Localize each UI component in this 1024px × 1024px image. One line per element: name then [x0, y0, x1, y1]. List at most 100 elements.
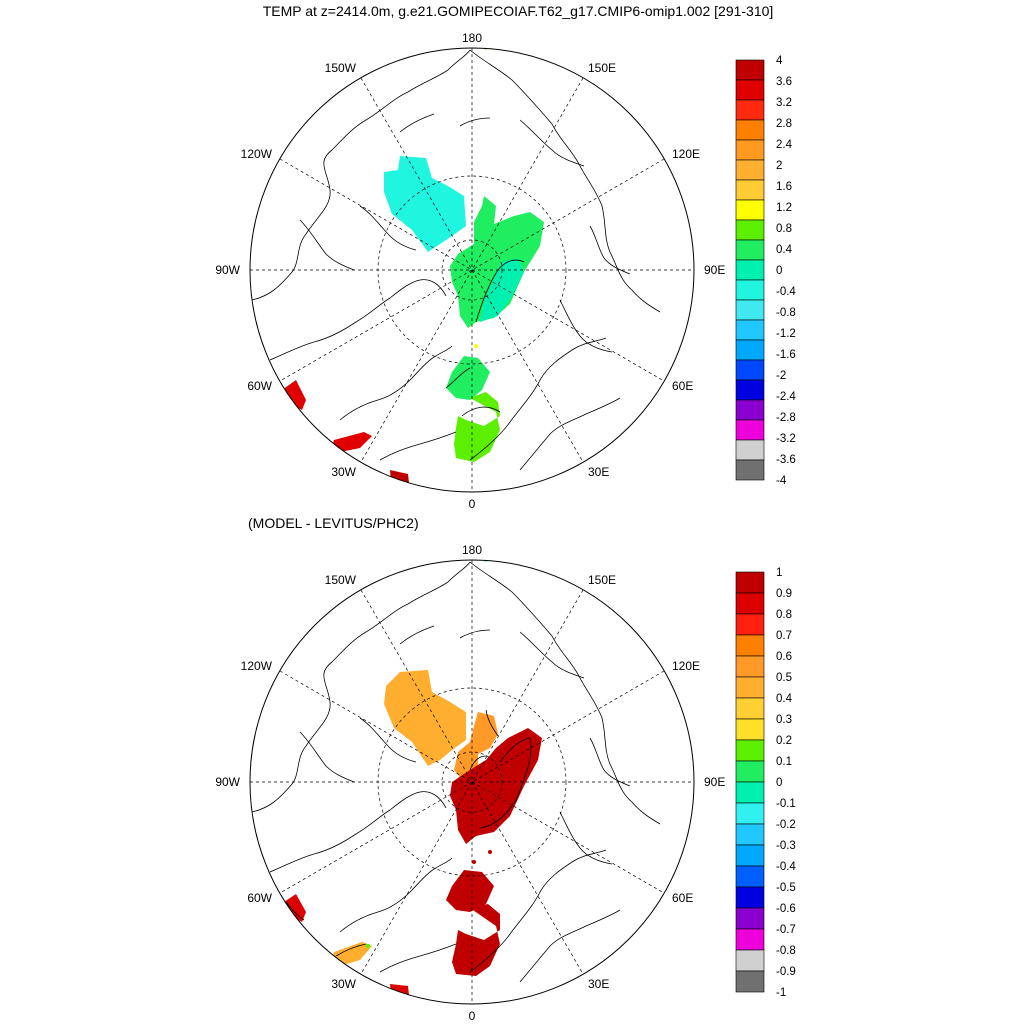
bottom-region-labrador-sea [284, 894, 306, 922]
colorbar-0-swatch-19 [735, 439, 765, 461]
bottom-lon-90e: 90E [704, 775, 725, 789]
top-region-eurasian-basin-core [480, 258, 524, 322]
bottom-lon-60e: 60E [672, 891, 693, 905]
colorbar-1-swatch-11 [735, 802, 765, 825]
colorbar-0-label-11: -0.4 [776, 286, 796, 298]
bottom-chart-title: (MODEL - LEVITUS/PHC2) [248, 515, 419, 531]
colorbar-1-swatch-9 [735, 760, 765, 783]
top-lon-150w: 150W [325, 61, 357, 75]
bottom-lon-60w: 60W [247, 891, 272, 905]
colorbar-0-label-12: -0.8 [776, 307, 796, 319]
bottom-lon-120e: 120E [672, 659, 700, 673]
colorbar-1-label-10: 0 [776, 777, 782, 789]
top-lon-60e: 60E [672, 379, 693, 393]
colorbar-0-swatch-20 [735, 459, 765, 481]
bottom-contour-3 [479, 737, 532, 829]
bottom-map [250, 560, 694, 1004]
colorbar-1-label-7: 0.3 [776, 714, 792, 726]
colorbar-0-label-10: 0 [776, 265, 782, 277]
top-region-labrador-sea [282, 380, 306, 410]
top-region-north-atlantic [390, 470, 410, 492]
top-region-canada-basin [384, 156, 466, 252]
top-lon-120w: 120W [241, 147, 273, 161]
colorbar-0-label-8: 0.8 [776, 223, 792, 235]
colorbar-0-label-16: -2.4 [776, 391, 796, 403]
colorbar-0-swatch-15 [735, 359, 765, 381]
colorbar-0-swatch-12 [735, 299, 765, 321]
top-lon-30w: 30W [331, 465, 356, 479]
colorbar-1-swatch-13 [735, 844, 765, 867]
colorbar-1-label-20: -1 [776, 987, 786, 999]
colorbar-1-label-13: -0.3 [776, 840, 796, 852]
colorbar-1-label-3: 0.7 [776, 630, 792, 642]
top-zero-contour-2 [445, 367, 471, 389]
bottom-panel: (MODEL - LEVITUS/PHC2) [215, 515, 796, 1023]
bottom-graticule [250, 560, 694, 1004]
top-lon-60w: 60W [247, 379, 272, 393]
colorbar-0-label-6: 1.6 [776, 181, 792, 193]
bottom-region-canada-basin [384, 670, 466, 766]
bottom-lon-150e: 150E [588, 573, 616, 587]
colorbar-1-label-0: 1 [776, 567, 782, 579]
top-lon-120e: 120E [672, 147, 700, 161]
colorbar-1-swatch-18 [735, 949, 765, 972]
colorbar-1-label-9: 0.1 [776, 756, 792, 768]
colorbar-1-swatch-16 [735, 907, 765, 930]
top-region-fram-strait [446, 356, 490, 400]
bottom-colorbar: 1 0.9 0.8 0.7 0.6 0.5 0.4 0.3 0.2 0.1 0 -0.1 -0.2 -0.… [735, 567, 796, 999]
bottom-lon-120w: 120W [241, 659, 273, 673]
colorbar-0-label-17: -2.8 [776, 412, 796, 424]
bottom-region-greenland-sea [452, 904, 500, 976]
colorbar-1-label-6: 0.4 [776, 693, 793, 705]
colorbar-0-swatch-7 [735, 199, 765, 221]
bottom-lon-30w: 30W [331, 977, 356, 991]
colorbar-0-swatch-4 [735, 139, 765, 161]
colorbar-1-swatch-12 [735, 823, 765, 846]
bottom-contour-4 [285, 901, 305, 921]
colorbar-0-label-14: -1.6 [776, 349, 796, 361]
colorbar-1-label-16: -0.6 [776, 903, 796, 915]
bottom-red-dot-1 [472, 860, 476, 864]
colorbar-0-swatch-5 [735, 159, 765, 181]
colorbar-1-swatch-19 [735, 970, 765, 993]
bottom-coastlines [251, 561, 661, 983]
bottom-contour-5 [335, 943, 367, 957]
bottom-region-makarov-basin [454, 712, 498, 780]
colorbar-1-swatch-4 [735, 655, 765, 678]
bottom-lon-180: 180 [462, 543, 482, 557]
colorbar-0-swatch-2 [735, 99, 765, 121]
colorbar-0-label-9: 0.4 [776, 244, 793, 256]
top-panel: TEMP at z=2414.0m, g.e21.GOMIPECOIAF.T62… [215, 3, 796, 511]
colorbar-1-swatch-17 [735, 928, 765, 951]
bottom-lon-labels: 180 0 90W 90E 150W 150E 120W 120E 60W 60… [215, 543, 725, 1023]
colorbar-1-label-11: -0.1 [776, 798, 796, 810]
colorbar-1-label-18: -0.8 [776, 945, 796, 957]
colorbar-1-swatch-1 [735, 592, 765, 615]
top-lon-30e: 30E [588, 465, 609, 479]
colorbar-0-swatch-8 [735, 219, 765, 241]
colorbar-0-label-0: 4 [776, 55, 783, 67]
bottom-contour-1 [485, 709, 499, 737]
colorbar-0-label-1: 3.6 [776, 76, 792, 88]
top-lon-90e: 90E [704, 263, 725, 277]
bottom-lon-30e: 30E [588, 977, 609, 991]
colorbar-0-swatch-14 [735, 339, 765, 361]
colorbar-0-swatch-3 [735, 119, 765, 141]
bottom-green-dot [365, 943, 371, 949]
bottom-region-irminger-sea [332, 942, 372, 966]
top-lon-150e: 150E [588, 61, 616, 75]
bottom-lon-90w: 90W [215, 775, 240, 789]
colorbar-0-swatch-6 [735, 179, 765, 201]
colorbar-0-label-19: -3.6 [776, 454, 796, 466]
colorbar-1-label-19: -0.9 [776, 966, 796, 978]
colorbar-1-label-5: 0.5 [776, 672, 792, 684]
bottom-map-border [249, 559, 695, 1005]
top-graticule [250, 48, 694, 492]
top-map [250, 48, 694, 492]
top-lon-180: 180 [462, 31, 482, 45]
top-region-greenland-sea [454, 392, 500, 462]
top-lon-0: 0 [469, 497, 476, 511]
colorbar-0-label-18: -3.2 [776, 433, 796, 445]
colorbar-0-label-5: 2 [776, 160, 782, 172]
colorbar-1-swatch-10 [735, 781, 765, 804]
